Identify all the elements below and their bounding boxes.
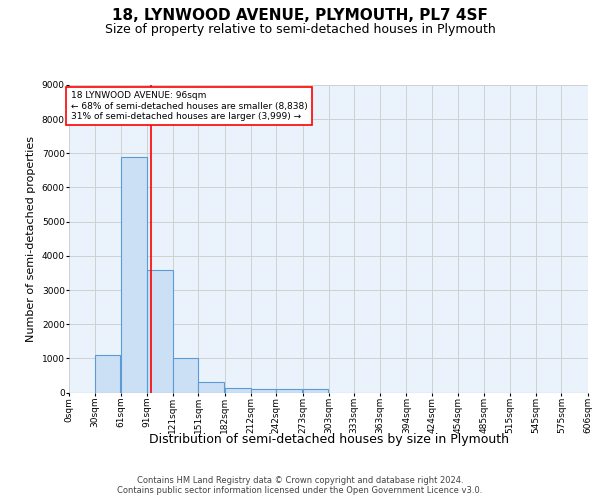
Bar (303, 389, 329, 392)
Text: 18 LYNWOOD AVENUE: 96sqm
← 68% of semi-detached houses are smaller (8,838)
31% o: 18 LYNWOOD AVENUE: 96sqm ← 68% of semi-d… (71, 91, 307, 121)
Text: Size of property relative to semi-detached houses in Plymouth: Size of property relative to semi-detach… (104, 22, 496, 36)
Bar (251, 388, 276, 392)
Bar (121, 157, 147, 392)
Bar (225, 388, 251, 392)
Y-axis label: Number of semi-detached properties: Number of semi-detached properties (26, 136, 36, 342)
Bar (199, 382, 224, 392)
Text: Distribution of semi-detached houses by size in Plymouth: Distribution of semi-detached houses by … (149, 432, 509, 446)
Text: 18, LYNWOOD AVENUE, PLYMOUTH, PL7 4SF: 18, LYNWOOD AVENUE, PLYMOUTH, PL7 4SF (112, 8, 488, 22)
Bar (173, 358, 199, 392)
Text: Contains HM Land Registry data © Crown copyright and database right 2024.
Contai: Contains HM Land Registry data © Crown c… (118, 476, 482, 495)
Bar (95, 355, 121, 393)
Bar (147, 270, 173, 392)
Bar (276, 389, 302, 392)
